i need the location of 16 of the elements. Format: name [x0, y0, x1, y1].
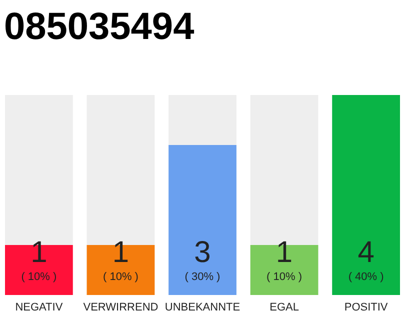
annotation: ( 10% ) [102, 271, 138, 283]
data-label: 1 [30, 236, 48, 269]
chart-title: 085035494 [4, 6, 194, 48]
x-tick-label: EGAL [270, 302, 299, 314]
data-label: 1 [276, 236, 293, 269]
x-tick-label: POSITIV [344, 302, 388, 314]
annotation: ( 10% ) [266, 271, 302, 283]
data-label: 4 [358, 236, 374, 269]
data-label: 1 [112, 236, 130, 269]
data-label: 3 [194, 236, 211, 269]
annotation: ( 30% ) [184, 271, 220, 283]
annotation: ( 10% ) [21, 271, 57, 283]
x-tick-label: NEGATIV [15, 302, 64, 314]
x-tick-label: VERWIRREND [83, 302, 158, 314]
x-tick-label: UNBEKANNTE [164, 302, 240, 314]
annotation: ( 40% ) [348, 271, 384, 283]
